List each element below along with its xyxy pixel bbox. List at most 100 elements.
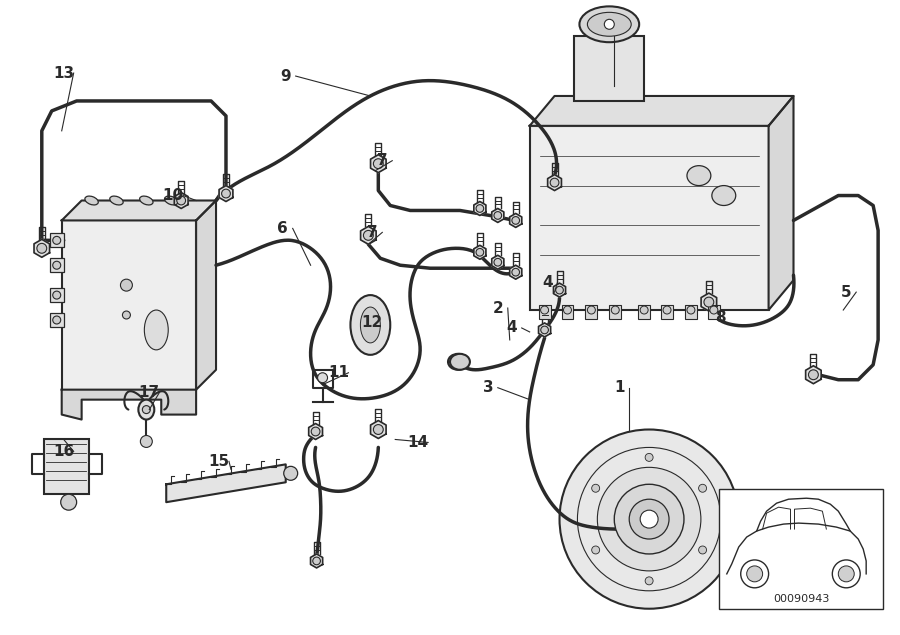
Polygon shape — [769, 96, 794, 310]
Polygon shape — [473, 245, 486, 259]
Text: 5: 5 — [841, 284, 851, 300]
Ellipse shape — [687, 166, 711, 185]
Circle shape — [494, 258, 501, 266]
Polygon shape — [509, 213, 522, 227]
Circle shape — [563, 306, 572, 314]
Text: 4: 4 — [543, 275, 553, 290]
Circle shape — [364, 231, 374, 240]
Text: 6: 6 — [277, 221, 288, 236]
Text: 2: 2 — [492, 300, 503, 316]
Bar — [662, 305, 673, 319]
Circle shape — [53, 316, 60, 324]
Ellipse shape — [139, 399, 154, 420]
Circle shape — [494, 211, 501, 219]
Circle shape — [591, 485, 599, 492]
Circle shape — [698, 485, 706, 492]
Circle shape — [541, 326, 548, 334]
Ellipse shape — [580, 6, 639, 42]
Circle shape — [176, 196, 185, 205]
Circle shape — [555, 286, 563, 294]
Circle shape — [476, 248, 483, 256]
Circle shape — [476, 204, 483, 212]
Circle shape — [640, 306, 648, 314]
Circle shape — [318, 373, 328, 383]
Ellipse shape — [140, 196, 153, 205]
Circle shape — [604, 19, 615, 29]
Text: 8: 8 — [716, 311, 726, 326]
Text: 15: 15 — [209, 454, 230, 469]
Ellipse shape — [110, 196, 123, 205]
Circle shape — [541, 306, 549, 314]
Text: 9: 9 — [281, 69, 291, 84]
Ellipse shape — [450, 354, 470, 370]
Circle shape — [140, 436, 152, 448]
Circle shape — [704, 297, 714, 307]
Polygon shape — [219, 185, 233, 201]
Bar — [585, 305, 598, 319]
Circle shape — [598, 467, 701, 571]
Polygon shape — [196, 201, 216, 390]
Circle shape — [588, 306, 596, 314]
Bar — [638, 305, 650, 319]
Circle shape — [710, 306, 718, 314]
Circle shape — [645, 577, 653, 585]
Text: 1: 1 — [614, 380, 625, 395]
Circle shape — [284, 466, 298, 480]
Circle shape — [37, 243, 47, 253]
Circle shape — [741, 560, 769, 588]
Ellipse shape — [165, 196, 178, 205]
Circle shape — [808, 370, 818, 380]
Circle shape — [615, 485, 684, 554]
Polygon shape — [509, 265, 522, 279]
Ellipse shape — [360, 307, 381, 343]
Circle shape — [560, 429, 739, 609]
Polygon shape — [701, 293, 716, 311]
Bar — [574, 36, 644, 101]
Circle shape — [221, 189, 230, 198]
Bar — [50, 258, 64, 272]
Bar — [50, 288, 64, 302]
Circle shape — [374, 159, 383, 169]
Bar — [708, 305, 720, 319]
Circle shape — [512, 217, 519, 224]
Bar — [685, 305, 697, 319]
Circle shape — [53, 261, 60, 269]
Circle shape — [640, 510, 658, 528]
Circle shape — [53, 236, 60, 244]
Polygon shape — [34, 239, 50, 257]
Bar — [538, 305, 551, 319]
Bar — [562, 305, 573, 319]
Bar — [50, 234, 64, 247]
Circle shape — [629, 499, 669, 539]
Circle shape — [60, 494, 76, 510]
Bar — [44, 439, 88, 494]
Ellipse shape — [712, 185, 735, 206]
Polygon shape — [166, 464, 285, 502]
Ellipse shape — [588, 12, 631, 36]
Polygon shape — [371, 155, 386, 173]
Text: 16: 16 — [53, 444, 75, 459]
Circle shape — [838, 566, 854, 582]
Circle shape — [121, 279, 132, 291]
Text: 11: 11 — [328, 365, 349, 380]
Bar — [50, 313, 64, 327]
Polygon shape — [806, 366, 821, 384]
Circle shape — [142, 406, 150, 413]
Ellipse shape — [85, 196, 98, 205]
Ellipse shape — [350, 295, 391, 355]
Text: 10: 10 — [163, 188, 184, 203]
Polygon shape — [538, 323, 551, 337]
Text: 00090943: 00090943 — [773, 594, 830, 604]
Circle shape — [663, 306, 671, 314]
Circle shape — [512, 269, 519, 276]
Text: 7: 7 — [377, 153, 388, 168]
Polygon shape — [62, 390, 196, 420]
Text: 7: 7 — [367, 225, 378, 240]
Circle shape — [591, 546, 599, 554]
Polygon shape — [310, 554, 322, 568]
Text: 17: 17 — [139, 385, 160, 400]
Circle shape — [374, 425, 383, 434]
Polygon shape — [491, 255, 504, 269]
Polygon shape — [371, 420, 386, 439]
Ellipse shape — [144, 310, 168, 350]
